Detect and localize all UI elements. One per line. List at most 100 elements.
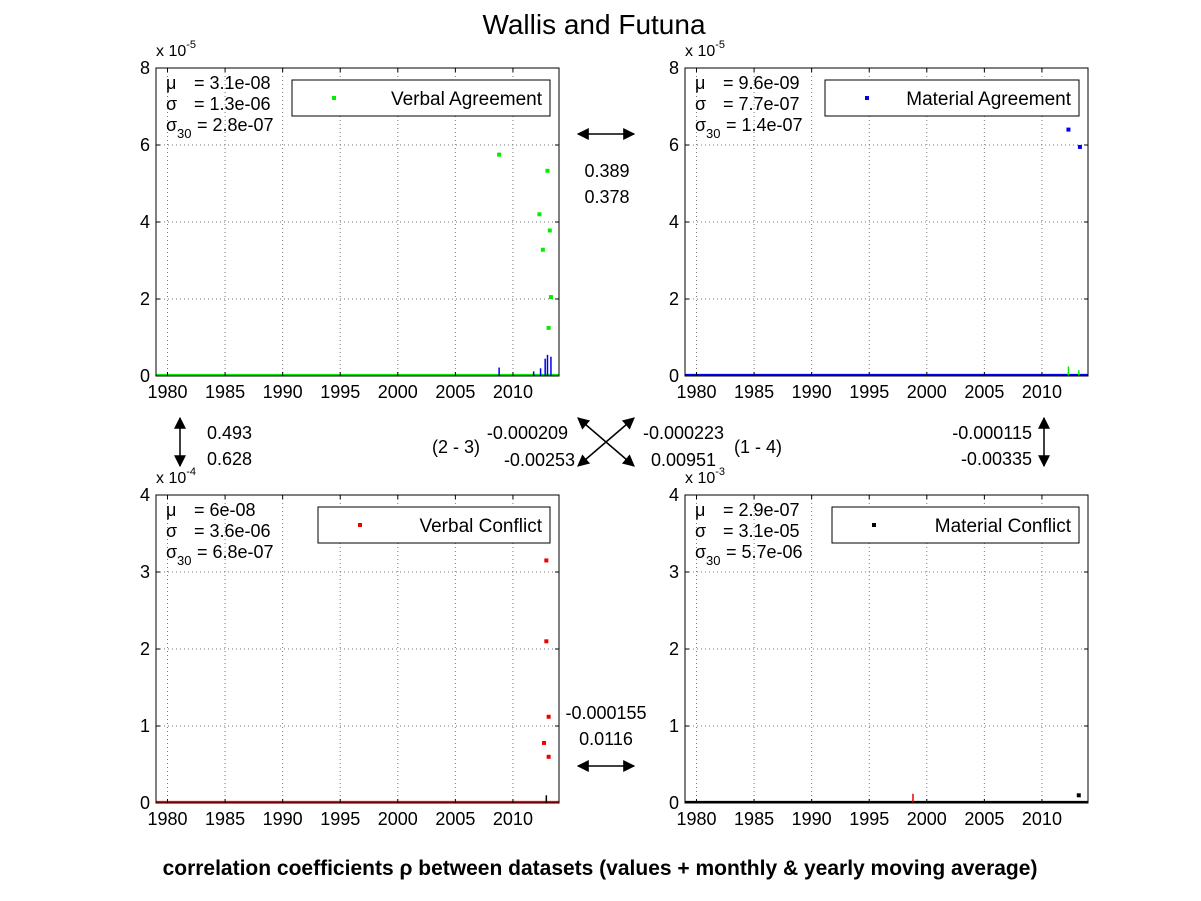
corr-right-2: -0.00335 [961, 449, 1032, 469]
corr-diag-right-label: (1 - 4) [734, 437, 782, 457]
x-tick-label: 1980 [147, 382, 187, 402]
data-point [548, 295, 553, 300]
y-tick-label: 8 [140, 58, 150, 78]
x-tick-label: 1985 [734, 382, 774, 402]
x-tick-label: 2005 [964, 809, 1004, 829]
stat-sigma30-sub: 30 [177, 126, 191, 141]
x-tick-label: 1995 [849, 382, 889, 402]
legend: Material Agreement [824, 79, 1080, 117]
axis-exponent: x 10-5 [685, 39, 725, 60]
data-point [545, 168, 550, 173]
y-tick-label: 4 [140, 485, 150, 505]
x-tick-label: 2000 [907, 809, 947, 829]
stat-sigma-value: = 3.6e-06 [194, 521, 271, 541]
x-tick-label: 2000 [378, 382, 418, 402]
x-tick-label: 2005 [435, 382, 475, 402]
correlation-bottom: -0.000155 0.0116 [565, 703, 647, 772]
y-tick-label: 6 [140, 135, 150, 155]
x-tick-label: 1995 [320, 382, 360, 402]
data-point [540, 247, 545, 252]
stat-sigma-value: = 3.1e-05 [723, 521, 800, 541]
axis-exponent: x 10-5 [156, 39, 196, 60]
corr-diag-left-label: (2 - 3) [432, 437, 480, 457]
corr-left-2: 0.628 [207, 449, 252, 469]
stat-sigma30-sub: 30 [706, 553, 720, 568]
stat-mu-symbol: μ [695, 73, 705, 93]
stat-sigma30-value: = 5.7e-06 [726, 542, 803, 562]
x-tick-label: 1980 [147, 809, 187, 829]
axis-exponent-power: -4 [186, 466, 196, 478]
corr-diag-right-2: 0.00951 [651, 450, 716, 470]
axis-exponent-power: -5 [715, 39, 725, 51]
plot-area [156, 68, 559, 376]
data-point [546, 325, 551, 330]
corr-top-1: 0.389 [584, 161, 629, 181]
stat-mu-symbol: μ [166, 500, 176, 520]
y-tick-label: 4 [669, 485, 679, 505]
corr-diag-left-1: -0.000209 [487, 423, 568, 443]
stat-sigma-symbol: σ [166, 94, 177, 114]
data-point [546, 714, 551, 719]
x-tick-label: 1995 [320, 809, 360, 829]
stat-sigma-value: = 1.3e-06 [194, 94, 271, 114]
correlation-left: 0.493 0.628 [174, 416, 252, 469]
legend-marker [865, 96, 869, 100]
panel-verbal-agreement: 1980 1985 1990 1995 2000 2005 2010 0 2 4 6 8 x 10-5 V… [140, 39, 560, 402]
footer-caption: correlation coefficients ρ between datas… [163, 857, 1038, 880]
stat-sigma30-sub: 30 [706, 126, 720, 141]
stat-sigma30-value: = 1.4e-07 [726, 115, 803, 135]
data-point [542, 740, 547, 745]
data-point [537, 212, 542, 217]
x-tick-label: 1980 [676, 809, 716, 829]
y-tick-label: 1 [669, 716, 679, 736]
stat-mu-symbol: μ [695, 500, 705, 520]
x-tick-label: 1990 [263, 382, 303, 402]
legend: Material Conflict [831, 506, 1080, 544]
x-tick-label: 2010 [493, 809, 533, 829]
stat-mu-symbol: μ [166, 73, 176, 93]
x-tick-label: 2005 [964, 382, 1004, 402]
corr-bottom-2: 0.0116 [579, 729, 633, 749]
x-tick-label: 1990 [792, 382, 832, 402]
data-point [544, 558, 549, 563]
legend-marker [358, 523, 362, 527]
stat-sigma30-symbol: σ [695, 542, 706, 562]
axis-exponent-base: x 10 [685, 43, 715, 60]
axis-exponent-base: x 10 [156, 43, 186, 60]
y-tick-label: 2 [140, 289, 150, 309]
arrow-diag-b [577, 417, 635, 467]
figure-title: Wallis and Futuna [482, 9, 705, 40]
y-tick-label: 6 [669, 135, 679, 155]
stat-sigma30-value: = 6.8e-07 [197, 542, 274, 562]
corr-diag-left-2: -0.00253 [504, 450, 575, 470]
x-tick-label: 2000 [378, 809, 418, 829]
stat-sigma30-sub: 30 [177, 553, 191, 568]
corr-right-1: -0.000115 [952, 423, 1032, 443]
data-point [547, 228, 552, 233]
legend-box [317, 506, 551, 544]
y-tick-label: 1 [140, 716, 150, 736]
data-point [1077, 144, 1082, 149]
stat-sigma30-value: = 2.8e-07 [197, 115, 274, 135]
x-tick-label: 2000 [907, 382, 947, 402]
data-point [546, 754, 551, 759]
y-tick-label: 0 [140, 366, 150, 386]
stat-sigma30-symbol: σ [695, 115, 706, 135]
stat-sigma30-symbol: σ [166, 542, 177, 562]
x-tick-label: 1995 [849, 809, 889, 829]
x-tick-label: 2005 [435, 809, 475, 829]
correlation-top: 0.389 0.378 [576, 128, 636, 207]
y-tick-label: 2 [669, 639, 679, 659]
legend: Verbal Agreement [291, 79, 551, 117]
y-tick-label: 2 [140, 639, 150, 659]
axis-exponent-power: -5 [186, 39, 196, 51]
stat-sigma-symbol: σ [166, 521, 177, 541]
x-tick-label: 2010 [493, 382, 533, 402]
data-point [544, 639, 549, 644]
x-tick-label: 1985 [205, 382, 245, 402]
legend-label: Verbal Agreement [391, 89, 543, 110]
panel-verbal-conflict: 1980 1985 1990 1995 2000 2005 2010 0 1 2 3 4 x 10-4 V… [140, 466, 560, 829]
y-tick-label: 0 [669, 366, 679, 386]
y-tick-label: 3 [140, 562, 150, 582]
